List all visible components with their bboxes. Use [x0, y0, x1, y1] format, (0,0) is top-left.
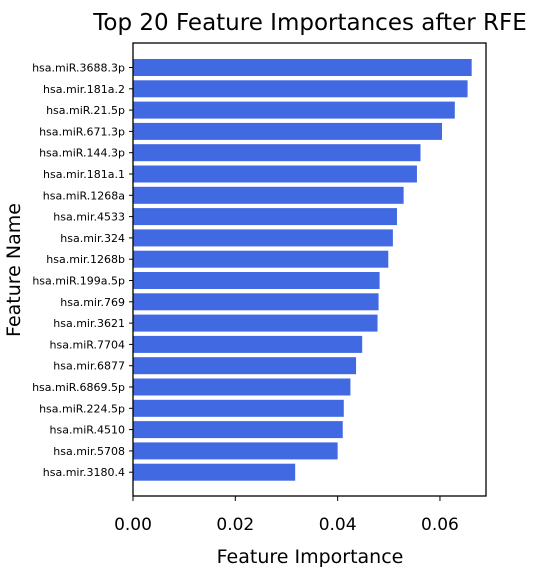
bar-1 [133, 80, 468, 98]
bar-10 [133, 272, 380, 289]
y-tick-label-6: hsa.miR.1268a [43, 189, 125, 202]
plot-frame [132, 42, 487, 497]
bar-11 [133, 293, 379, 311]
x-axis-ticks: 0.00 0.02 0.04 0.06 [114, 496, 459, 535]
x-tick-label-1: 0.02 [216, 515, 254, 535]
x-tick-label-3: 0.06 [421, 515, 459, 535]
bar-5 [133, 165, 417, 183]
y-axis-label: Feature Name [3, 203, 25, 337]
y-tick-label-1: hsa.mir.181a.2 [43, 83, 125, 96]
bar-8 [133, 229, 393, 247]
y-tick-label-2: hsa.miR.21.5p [46, 104, 125, 117]
bar-18 [133, 442, 338, 460]
y-tick-label-0: hsa.miR.3688.3p [32, 62, 125, 75]
x-tick-label-2: 0.04 [319, 515, 357, 535]
y-tick-label-4: hsa.miR.144.3p [39, 147, 125, 160]
y-axis-ticks: hsa.miR.3688.3p hsa.mir.181a.2 hsa.miR.21.… [32, 62, 133, 479]
bar-14 [133, 357, 357, 375]
y-tick-label-10: hsa.miR.199a.5p [32, 275, 125, 288]
x-axis-label: Feature Importance [217, 546, 404, 568]
y-tick-label-5: hsa.mir.181a.1 [43, 168, 125, 181]
y-tick-label-7: hsa.mir.4533 [53, 211, 125, 224]
y-tick-label-13: hsa.miR.7704 [50, 338, 125, 351]
y-tick-label-11: hsa.mir.769 [60, 296, 125, 309]
bar-15 [133, 378, 351, 396]
y-tick-label-12: hsa.mir.3621 [53, 317, 125, 330]
bar-13 [133, 335, 363, 353]
bar-4 [133, 144, 421, 162]
bar-3 [133, 122, 443, 140]
bar-7 [133, 208, 397, 226]
bars-group [133, 59, 472, 481]
x-tick-label-0: 0.00 [114, 515, 152, 535]
y-tick-label-16: hsa.miR.224.5p [39, 402, 125, 415]
y-tick-label-14: hsa.mir.6877 [53, 360, 125, 373]
y-tick-label-18: hsa.mir.5708 [53, 445, 125, 458]
y-tick-label-19: hsa.mir.3180.4 [43, 466, 125, 479]
bar-6 [133, 186, 404, 204]
bar-19 [133, 463, 296, 481]
bar-2 [133, 101, 455, 119]
bar-16 [133, 399, 344, 417]
bar-12 [133, 314, 378, 332]
y-tick-label-3: hsa.miR.671.3p [39, 125, 125, 138]
chart-title: Top 20 Feature Importances after RFE [92, 10, 527, 36]
bar-9 [133, 250, 389, 268]
y-tick-label-9: hsa.mir.1268b [46, 253, 125, 266]
y-tick-label-17: hsa.miR.4510 [50, 424, 125, 437]
bar-0 [133, 59, 472, 76]
y-tick-label-8: hsa.mir.324 [60, 232, 125, 245]
y-tick-label-15: hsa.miR.6869.5p [32, 381, 125, 394]
bar-17 [133, 421, 343, 439]
